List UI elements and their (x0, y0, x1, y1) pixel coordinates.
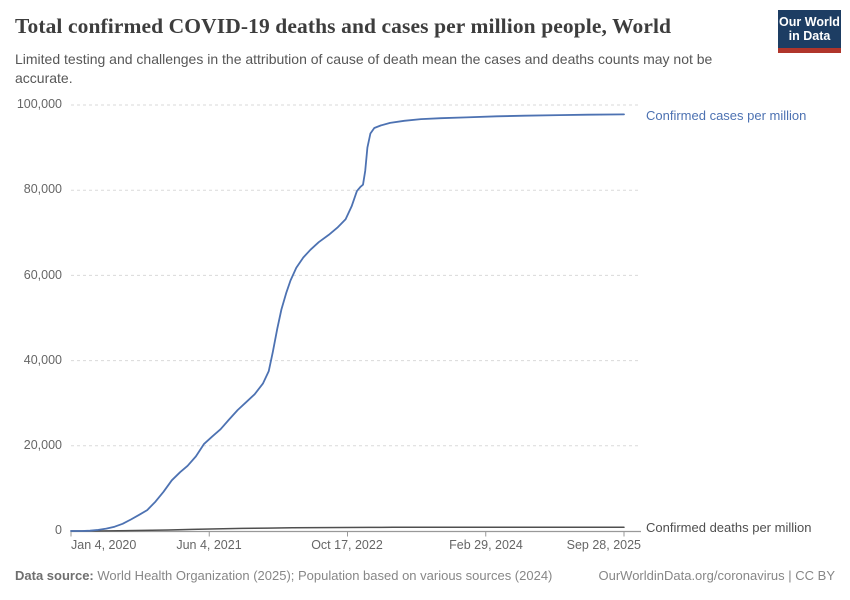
x-tick-label: Jan 4, 2020 (71, 538, 137, 552)
owid-logo[interactable]: Our World in Data (778, 10, 841, 53)
page-title: Total confirmed COVID-19 deaths and case… (15, 14, 672, 38)
y-tick-label: 0 (55, 523, 62, 537)
data-source-note: Data source: World Health Organization (… (15, 568, 553, 583)
deaths-series-label: Confirmed deaths per million (646, 520, 812, 535)
x-tick-label: Oct 17, 2022 (311, 538, 383, 552)
y-tick-label: 20,000 (23, 438, 62, 452)
y-tick-label: 80,000 (23, 182, 62, 196)
license-link[interactable]: OurWorldinData.org/coronavirus | CC BY (598, 568, 835, 583)
y-tick-label: 60,000 (23, 268, 62, 282)
chart-subtitle: Limited testing and challenges in the at… (15, 51, 713, 86)
x-tick-label: Jun 4, 2021 (176, 538, 242, 552)
x-tick-label: Sep 28, 2025 (566, 538, 641, 552)
x-tick-label: Feb 29, 2024 (449, 538, 523, 552)
owid-logo-text: Our World in Data (779, 14, 840, 44)
chart-footer: Data source: World Health Organization (… (15, 568, 835, 583)
deaths-line (70, 526, 625, 532)
cases-line (70, 113, 625, 532)
y-tick-label: 100,000 (16, 97, 62, 111)
cases-series-label: Confirmed cases per million (646, 108, 807, 123)
y-tick-label: 40,000 (23, 353, 62, 367)
data-source-label: Data source: (15, 568, 94, 583)
